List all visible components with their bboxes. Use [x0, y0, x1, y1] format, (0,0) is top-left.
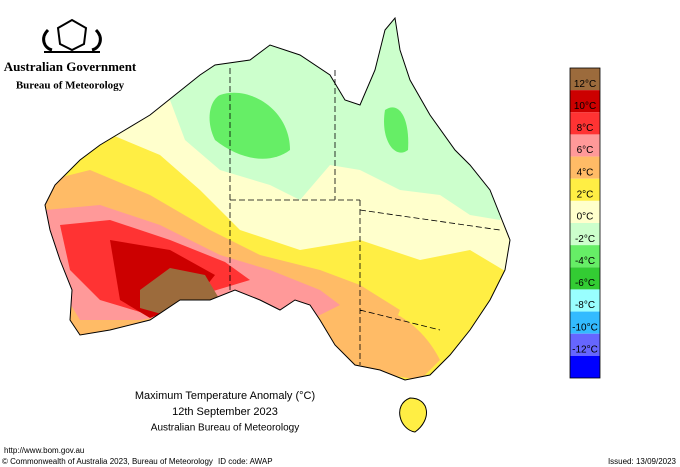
legend-swatch: [570, 267, 600, 290]
legend-label: -4°C: [575, 256, 595, 267]
legend-label: 10°C: [574, 101, 596, 112]
legend-frame: [569, 67, 601, 379]
legend-swatch: [570, 333, 600, 356]
legend-swatch: [570, 134, 600, 157]
legend-swatch: [570, 311, 600, 334]
map-date: 12th September 2023: [172, 406, 278, 418]
legend-swatch: [570, 156, 600, 179]
legend-swatch: [570, 90, 600, 113]
borders: [44, 16, 511, 433]
legend-label: 12°C: [574, 79, 596, 90]
legend-swatch: [570, 68, 600, 91]
legend-label: -12°C: [572, 344, 598, 355]
legend: 12°C 10°C 8°C 6°C 4°C 2°C 0°C -2°C -4°C -6°C -8°C -…: [569, 67, 601, 379]
copyright: © Commonwealth of Australia 2023, Bureau…: [2, 457, 213, 466]
legend-swatch: [570, 112, 600, 135]
agency: Australian Government: [4, 59, 137, 74]
issued: Issued: 13/09/2023: [608, 457, 677, 466]
map-source: Australian Bureau of Meteorology: [151, 423, 299, 434]
map-title: Maximum Temperature Anomaly (°C): [135, 390, 315, 402]
legend-label: 8°C: [577, 123, 594, 134]
legend-label: 2°C: [577, 189, 594, 200]
legend-label: 4°C: [577, 167, 594, 178]
id-code: ID code: AWAP: [218, 457, 273, 466]
bureau: Bureau of Meteorology: [16, 80, 125, 92]
legend-label: 6°C: [577, 145, 594, 156]
legend-swatch: [570, 289, 600, 312]
url: http://www.bom.gov.au: [4, 446, 84, 455]
legend-swatch: [570, 200, 600, 223]
emblem: [42, 18, 102, 53]
legend-swatch: [570, 245, 600, 268]
legend-label: -8°C: [575, 300, 595, 311]
legend-swatch: [570, 355, 600, 378]
legend-swatch: [570, 178, 600, 201]
legend-label: -2°C: [575, 234, 595, 245]
legend-label: -10°C: [572, 322, 598, 333]
legend-label: 0°C: [577, 212, 594, 223]
legend-swatch: [570, 223, 600, 246]
legend-label: -6°C: [575, 278, 595, 289]
